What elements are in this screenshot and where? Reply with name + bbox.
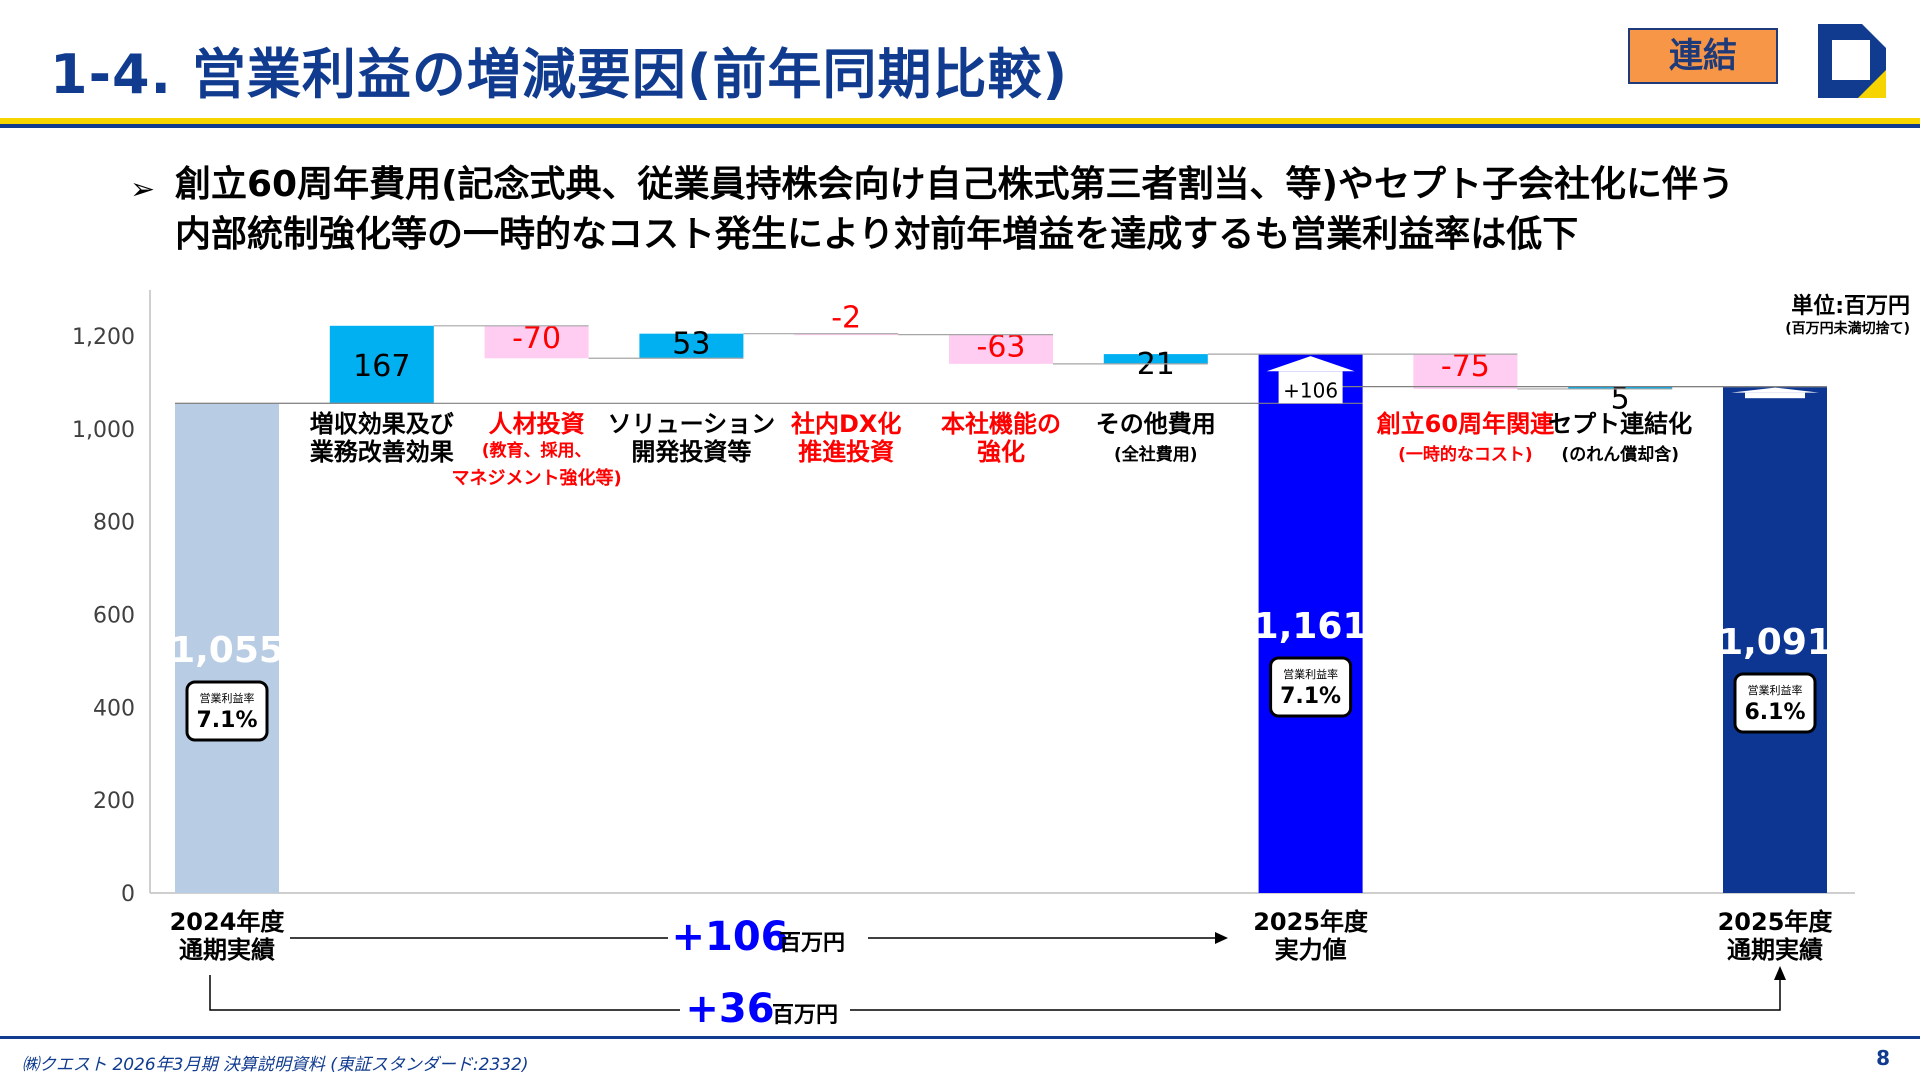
category-label: セプト連結化 xyxy=(1548,410,1692,438)
margin-box xyxy=(1269,656,1353,718)
category-label: 通期実績 xyxy=(179,936,275,964)
final-arrow-shaft xyxy=(1745,392,1805,399)
category-label: (教育、採用、 xyxy=(482,440,592,461)
unit-note: (百万円未満切捨て) xyxy=(1785,321,1910,337)
company-logo-icon xyxy=(1818,24,1886,98)
consolidated-badge: 連結 xyxy=(1628,28,1778,84)
category-label: 業務改善効果 xyxy=(310,438,454,466)
category-label: 人材投資 xyxy=(489,410,585,438)
margin-value: 7.1% xyxy=(196,708,257,733)
category-label: (一時的なコスト) xyxy=(1398,444,1533,465)
compare-label-2-bg xyxy=(680,988,850,1032)
y-tick-label: 600 xyxy=(93,604,135,629)
y-tick-label: 1,200 xyxy=(72,325,135,350)
delta-arrow-icon xyxy=(1266,356,1355,372)
page-number: 8 xyxy=(1876,1046,1890,1070)
category-label: 創立60周年関連 xyxy=(1377,410,1555,438)
y-tick-label: 800 xyxy=(93,511,135,536)
footer-source: ㈱クエスト 2026年3月期 決算説明資料 (東証スタンダード:2332) xyxy=(22,1055,529,1075)
margin-value: 7.1% xyxy=(1280,684,1341,709)
bar-10 xyxy=(1723,386,1827,893)
margin-value: 6.1% xyxy=(1744,700,1805,725)
margin-label: 営業利益率 xyxy=(1283,667,1338,681)
category-label: 通期実績 xyxy=(1727,936,1823,964)
compare-arrow-2 xyxy=(209,975,1781,1011)
headline-line-2: 内部統制強化等の一時的なコスト発生により対前年増益を達成するも営業利益率は低下 xyxy=(175,214,1579,255)
delta-arrow-shaft xyxy=(1278,371,1343,404)
compare-arrow-1-head xyxy=(1215,932,1228,944)
total-value-label: 1,055 xyxy=(170,630,284,671)
category-label: 本社機能の xyxy=(941,410,1061,438)
bar-1 xyxy=(329,325,434,404)
total-value-label: 1,091 xyxy=(1718,622,1832,663)
category-label: 2025年度 xyxy=(1718,908,1834,936)
category-label: ソリューション xyxy=(608,410,776,438)
compare-label-1-bg xyxy=(668,915,868,961)
compare-arrow-2-head xyxy=(1774,966,1786,980)
header-rule-yellow xyxy=(0,118,1920,124)
headline-line-1: 創立60周年費用(記念式典、従業員持株会向け自己株式第三者割当、等)やセプト子会… xyxy=(175,164,1735,205)
bullet-arrow-icon: ➢ xyxy=(130,172,156,207)
delta-value-label: -70 xyxy=(512,321,561,356)
category-label: 実力値 xyxy=(1275,936,1347,964)
y-tick-label: 200 xyxy=(93,789,135,814)
category-label: マネジメント強化等) xyxy=(451,467,621,489)
compare-value-1: +106 xyxy=(671,914,788,960)
header-rule-blue xyxy=(0,124,1920,128)
delta-value-label: -2 xyxy=(831,301,861,336)
y-tick-label: 400 xyxy=(93,696,135,721)
y-tick-label: 1,000 xyxy=(72,418,135,443)
compare-unit-1: 百万円 xyxy=(779,931,845,956)
page-title: 1-4. 営業利益の増減要因(前年同期比較) xyxy=(50,43,1069,106)
category-label: (のれん償却含) xyxy=(1561,444,1679,465)
category-label: 2024年度 xyxy=(170,908,286,936)
margin-box xyxy=(185,680,269,742)
unit-label: 単位:百万円 xyxy=(1791,294,1910,319)
category-label: (全社費用) xyxy=(1114,444,1198,465)
delta-value-label: -75 xyxy=(1441,349,1490,384)
delta-label: +106 xyxy=(1283,378,1338,402)
bar-6 xyxy=(1103,354,1208,364)
margin-label: 営業利益率 xyxy=(1748,683,1803,697)
bar-3 xyxy=(639,333,744,359)
total-value-label: 1,161 xyxy=(1254,606,1368,647)
bar-2 xyxy=(484,325,589,359)
category-label: 推進投資 xyxy=(798,438,894,466)
bar-5 xyxy=(949,334,1053,364)
category-label: 開発投資等 xyxy=(631,438,751,466)
delta-value-label: 167 xyxy=(353,349,410,384)
y-tick-label: 0 xyxy=(121,882,135,907)
margin-label: 営業利益率 xyxy=(200,691,255,705)
compare-unit-2: 百万円 xyxy=(772,1003,838,1028)
bar-7 xyxy=(1258,354,1363,893)
delta-value-label: -63 xyxy=(977,330,1026,365)
margin-box xyxy=(1733,672,1817,734)
bar-8 xyxy=(1413,354,1518,389)
category-label: 増収効果及び xyxy=(310,410,454,438)
category-label: その他費用 xyxy=(1096,410,1216,438)
bar-0 xyxy=(175,403,279,893)
headline: 創立60周年費用(記念式典、従業員持株会向け自己株式第三者割当、等)やセプト子会… xyxy=(175,160,1734,260)
category-label: 強化 xyxy=(977,438,1025,466)
footer-rule xyxy=(0,1036,1920,1039)
category-label: 2025年度 xyxy=(1253,908,1369,936)
compare-value-2: +36 xyxy=(685,986,774,1032)
delta-value-label: 21 xyxy=(1137,347,1175,382)
bar-4 xyxy=(794,333,899,336)
delta-value-label: 5 xyxy=(1611,382,1630,417)
delta-value-label: 53 xyxy=(672,327,710,362)
final-arrow-icon xyxy=(1731,387,1819,393)
category-label: 社内DX化 xyxy=(791,410,901,438)
bar-9 xyxy=(1568,386,1673,389)
